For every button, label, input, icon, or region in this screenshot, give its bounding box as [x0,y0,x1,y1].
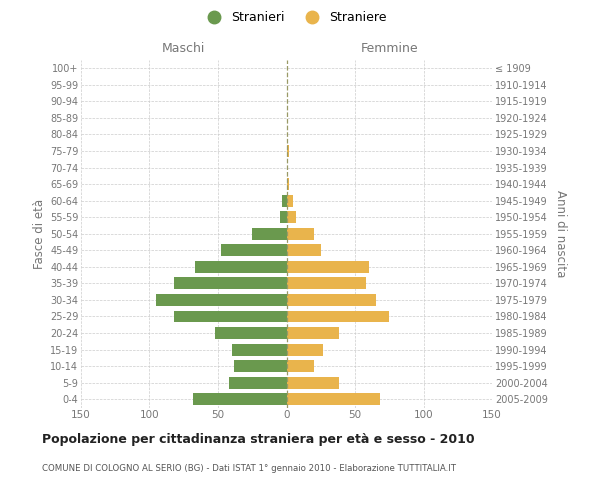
Bar [287,310,389,322]
Bar [193,394,287,405]
Bar [280,211,287,223]
Bar [287,394,380,405]
Bar [195,261,287,273]
Bar [157,294,287,306]
Bar [287,145,289,157]
Bar [287,327,338,339]
Bar [287,360,314,372]
Bar [174,278,287,289]
Text: Popolazione per cittadinanza straniera per età e sesso - 2010: Popolazione per cittadinanza straniera p… [42,432,475,446]
Bar [287,211,296,223]
Bar [283,194,287,206]
Text: Maschi: Maschi [162,42,205,55]
Y-axis label: Fasce di età: Fasce di età [32,198,46,269]
Bar [252,228,287,239]
Bar [235,360,287,372]
Bar [287,178,289,190]
Bar [221,244,287,256]
Y-axis label: Anni di nascita: Anni di nascita [554,190,567,278]
Bar [287,278,366,289]
Bar [287,244,321,256]
Bar [287,228,314,239]
Text: Femmine: Femmine [361,42,418,55]
Bar [229,376,287,388]
Bar [174,310,287,322]
Bar [287,294,376,306]
Legend: Stranieri, Straniere: Stranieri, Straniere [196,6,392,29]
Bar [287,344,323,355]
Bar [215,327,287,339]
Text: COMUNE DI COLOGNO AL SERIO (BG) - Dati ISTAT 1° gennaio 2010 - Elaborazione TUTT: COMUNE DI COLOGNO AL SERIO (BG) - Dati I… [42,464,456,473]
Bar [287,261,369,273]
Bar [232,344,287,355]
Bar [287,376,338,388]
Bar [287,194,293,206]
